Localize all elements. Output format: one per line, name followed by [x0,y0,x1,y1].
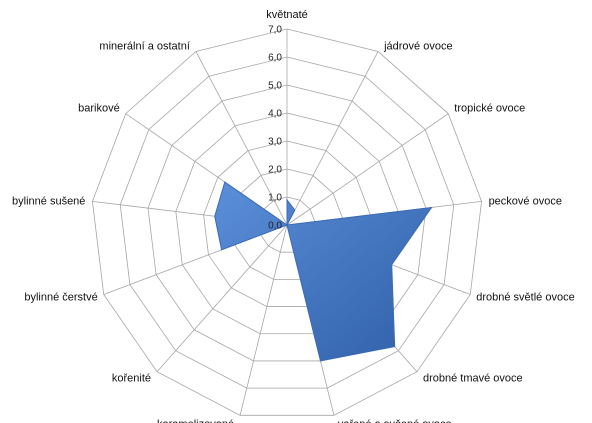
category-label: kořenité [112,373,151,385]
grid-ring [203,140,371,307]
grid-ring [92,28,482,416]
category-label: jádrové ovoce [383,40,453,52]
tick-label: 4,0 [268,109,282,120]
category-label: drobné světlé ovoce [476,292,574,304]
grid-ring [147,84,427,362]
radial-axis: 0,0 1,0 2,0 3,0 4,0 5,0 6,0 7,0 [268,25,282,232]
axis-spoke [156,224,288,372]
axis-spoke [195,51,288,226]
category-label: minerální a ostatní [99,40,190,52]
category-label: vařené a sušené ovoce [338,418,452,423]
axis-spoke [239,224,288,416]
category-label: peckové ovoce [489,195,562,207]
category-labels: květnaté jádrové ovoce tropické ovoce pecko… [12,9,575,423]
category-label: bylinné čerstvé [24,292,97,304]
tick-label: 7,0 [268,25,282,36]
tick-label: 6,0 [268,53,282,64]
grid-ring [175,112,399,335]
category-label: květnaté [266,9,308,21]
category-label: karamelizované [157,418,234,423]
tick-label: 1,0 [268,193,282,204]
grid-ring [119,56,455,389]
tick-label: 3,0 [268,137,282,148]
category-label: barikové [78,103,120,115]
category-label: drobné tmavé ovoce [423,373,523,385]
radar-series [214,181,433,362]
category-label: tropické ovoce [454,103,525,115]
series-area [214,181,433,362]
axis-spoke [286,51,379,226]
category-label: bylinné sušené [12,195,85,207]
tick-label: 0,0 [268,221,282,232]
tick-label: 5,0 [268,81,282,92]
tick-label: 2,0 [268,165,282,176]
axis-spoke [286,113,449,226]
